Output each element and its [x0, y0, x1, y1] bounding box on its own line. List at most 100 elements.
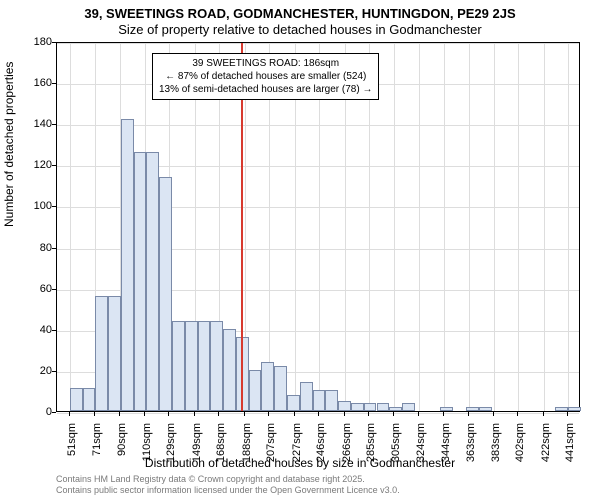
plot-area: 39 SWEETINGS ROAD: 186sqm← 87% of detach…	[56, 42, 580, 412]
histogram-bar	[198, 321, 211, 411]
histogram-bar	[568, 407, 581, 411]
grid-line-h	[57, 43, 579, 44]
y-tick-mark	[52, 124, 56, 125]
x-tick-mark	[69, 412, 70, 416]
title-line-2: Size of property relative to detached ho…	[0, 22, 600, 37]
grid-line-v	[568, 43, 569, 411]
histogram-bar	[555, 407, 568, 411]
y-tick-label: 160	[12, 77, 52, 89]
y-tick-mark	[52, 206, 56, 207]
y-tick-mark	[52, 248, 56, 249]
x-tick-label: 110sqm	[141, 423, 153, 473]
x-tick-label: 227sqm	[291, 423, 303, 473]
histogram-bar	[274, 366, 287, 411]
x-tick-label: 324sqm	[415, 423, 427, 473]
histogram-bar	[95, 296, 108, 411]
grid-line-v	[518, 43, 519, 411]
x-tick-mark	[443, 412, 444, 416]
y-tick-mark	[52, 83, 56, 84]
histogram-bar	[172, 321, 185, 411]
grid-line-v	[469, 43, 470, 411]
x-tick-label: 90sqm	[116, 423, 128, 473]
x-tick-label: 285sqm	[365, 423, 377, 473]
x-tick-label: 71sqm	[91, 423, 103, 473]
y-tick-label: 180	[12, 36, 52, 48]
histogram-bar	[70, 388, 83, 411]
x-tick-mark	[344, 412, 345, 416]
x-tick-mark	[268, 412, 269, 416]
y-tick-label: 140	[12, 118, 52, 130]
chart-container: 39, SWEETINGS ROAD, GODMANCHESTER, HUNTI…	[0, 0, 600, 500]
x-tick-mark	[468, 412, 469, 416]
x-tick-mark	[368, 412, 369, 416]
histogram-bar	[325, 390, 338, 411]
y-tick-label: 60	[12, 283, 52, 295]
x-tick-label: 422sqm	[540, 423, 552, 473]
histogram-bar	[287, 395, 300, 411]
annotation-box: 39 SWEETINGS ROAD: 186sqm← 87% of detach…	[152, 53, 379, 100]
y-tick-mark	[52, 412, 56, 413]
y-tick-label: 0	[12, 406, 52, 418]
footer-line-2: Contains public sector information licen…	[56, 485, 400, 496]
y-tick-mark	[52, 165, 56, 166]
x-tick-mark	[119, 412, 120, 416]
x-tick-label: 363sqm	[465, 423, 477, 473]
x-tick-label: 149sqm	[191, 423, 203, 473]
histogram-bar	[249, 370, 262, 411]
y-tick-label: 120	[12, 159, 52, 171]
histogram-bar	[364, 403, 377, 411]
x-tick-mark	[567, 412, 568, 416]
x-tick-mark	[218, 412, 219, 416]
histogram-bar	[479, 407, 492, 411]
annotation-line: ← 87% of detached houses are smaller (52…	[159, 70, 372, 83]
y-tick-mark	[52, 371, 56, 372]
grid-line-v	[494, 43, 495, 411]
y-tick-mark	[52, 42, 56, 43]
histogram-bar	[185, 321, 198, 411]
histogram-bar	[466, 407, 479, 411]
x-tick-label: 402sqm	[514, 423, 526, 473]
histogram-bar	[210, 321, 223, 411]
x-tick-label: 129sqm	[165, 423, 177, 473]
x-tick-mark	[493, 412, 494, 416]
x-tick-mark	[543, 412, 544, 416]
x-tick-mark	[144, 412, 145, 416]
x-tick-mark	[517, 412, 518, 416]
grid-line-v	[444, 43, 445, 411]
x-tick-label: 383sqm	[490, 423, 502, 473]
x-tick-label: 207sqm	[265, 423, 277, 473]
histogram-bar	[313, 390, 326, 411]
x-tick-label: 344sqm	[440, 423, 452, 473]
histogram-bar	[261, 362, 274, 411]
histogram-bar	[223, 329, 236, 411]
x-tick-label: 246sqm	[315, 423, 327, 473]
footer-attribution: Contains HM Land Registry data © Crown c…	[56, 474, 400, 496]
histogram-bar	[146, 152, 159, 411]
x-tick-mark	[318, 412, 319, 416]
grid-line-v	[394, 43, 395, 411]
histogram-bar	[83, 388, 96, 411]
y-tick-label: 20	[12, 365, 52, 377]
x-tick-label: 305sqm	[390, 423, 402, 473]
histogram-bar	[351, 403, 364, 411]
annotation-line: 39 SWEETINGS ROAD: 186sqm	[159, 57, 372, 70]
histogram-bar	[440, 407, 453, 411]
x-tick-mark	[194, 412, 195, 416]
y-tick-mark	[52, 289, 56, 290]
grid-line-v	[544, 43, 545, 411]
x-tick-label: 51sqm	[66, 423, 78, 473]
grid-line-h	[57, 125, 579, 126]
title-line-1: 39, SWEETINGS ROAD, GODMANCHESTER, HUNTI…	[0, 6, 600, 21]
x-tick-mark	[94, 412, 95, 416]
histogram-bar	[402, 403, 415, 411]
x-tick-label: 168sqm	[215, 423, 227, 473]
x-tick-mark	[244, 412, 245, 416]
x-tick-mark	[418, 412, 419, 416]
y-tick-mark	[52, 330, 56, 331]
histogram-bar	[300, 382, 313, 411]
x-tick-mark	[294, 412, 295, 416]
histogram-bar	[121, 119, 134, 411]
annotation-line: 13% of semi-detached houses are larger (…	[159, 83, 372, 96]
histogram-bar	[338, 401, 351, 411]
histogram-bar	[134, 152, 147, 411]
